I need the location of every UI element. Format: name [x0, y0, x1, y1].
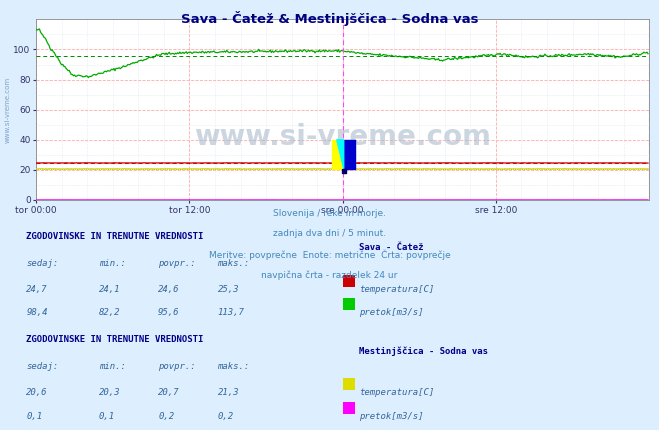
Text: sedaj:: sedaj: — [26, 362, 59, 371]
Text: 95,6: 95,6 — [158, 308, 180, 317]
Text: pretok[m3/s]: pretok[m3/s] — [359, 412, 424, 421]
Text: 113,7: 113,7 — [217, 308, 244, 317]
Text: Meritve: povprečne  Enote: metrične  Črta: povprečje: Meritve: povprečne Enote: metrične Črta:… — [209, 250, 450, 260]
Text: 82,2: 82,2 — [99, 308, 121, 317]
Text: min.:: min.: — [99, 362, 126, 371]
Text: maks.:: maks.: — [217, 259, 250, 268]
Text: Sava - Čatež & Mestinjščica - Sodna vas: Sava - Čatež & Mestinjščica - Sodna vas — [181, 11, 478, 26]
Text: 20,7: 20,7 — [158, 388, 180, 397]
Text: 0,1: 0,1 — [26, 412, 42, 421]
Text: zadnja dva dni / 5 minut.: zadnja dva dni / 5 minut. — [273, 229, 386, 238]
Text: 21,3: 21,3 — [217, 388, 239, 397]
Text: Slovenija / reke in morje.: Slovenija / reke in morje. — [273, 209, 386, 218]
Text: ZGODOVINSKE IN TRENUTNE VREDNOSTI: ZGODOVINSKE IN TRENUTNE VREDNOSTI — [26, 232, 204, 241]
Text: 24,1: 24,1 — [99, 285, 121, 294]
Text: maks.:: maks.: — [217, 362, 250, 371]
Text: 20,6: 20,6 — [26, 388, 48, 397]
Text: povpr.:: povpr.: — [158, 259, 196, 268]
Polygon shape — [337, 140, 344, 169]
Text: 0,2: 0,2 — [158, 412, 174, 421]
Text: ZGODOVINSKE IN TRENUTNE VREDNOSTI: ZGODOVINSKE IN TRENUTNE VREDNOSTI — [26, 335, 204, 344]
Text: www.si-vreme.com: www.si-vreme.com — [5, 77, 11, 143]
Text: povpr.:: povpr.: — [158, 362, 196, 371]
Text: navpična črta - razdelek 24 ur: navpična črta - razdelek 24 ur — [262, 270, 397, 280]
Text: 0,1: 0,1 — [99, 412, 115, 421]
Text: 98,4: 98,4 — [26, 308, 48, 317]
Text: 24,7: 24,7 — [26, 285, 48, 294]
Text: 25,3: 25,3 — [217, 285, 239, 294]
Text: 24,6: 24,6 — [158, 285, 180, 294]
Text: Sava - Čatež: Sava - Čatež — [359, 243, 424, 252]
Text: temperatura[C]: temperatura[C] — [359, 285, 434, 294]
Text: pretok[m3/s]: pretok[m3/s] — [359, 308, 424, 317]
Text: www.si-vreme.com: www.si-vreme.com — [194, 123, 491, 151]
Text: sedaj:: sedaj: — [26, 259, 59, 268]
Text: 20,3: 20,3 — [99, 388, 121, 397]
Text: min.:: min.: — [99, 259, 126, 268]
Text: Mestinjščica - Sodna vas: Mestinjščica - Sodna vas — [359, 346, 488, 356]
Text: temperatura[C]: temperatura[C] — [359, 388, 434, 397]
Text: 0,2: 0,2 — [217, 412, 233, 421]
